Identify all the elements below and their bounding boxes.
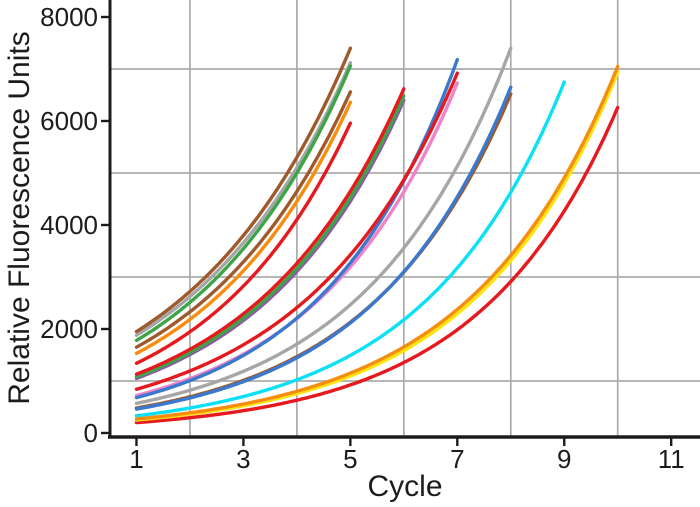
curve-gray-1 [134, 61, 353, 337]
y-tick-label: 2000 [40, 314, 98, 344]
curve-green-2 [134, 94, 406, 379]
curve-brown-2 [134, 90, 353, 349]
curve-orange-2 [134, 64, 620, 421]
curve-cyan-1 [134, 80, 566, 418]
curve-red-3 [134, 71, 459, 391]
x-tick-label: 7 [450, 444, 464, 474]
x-tick-label: 1 [129, 444, 143, 474]
curve-red-4 [134, 105, 620, 425]
curve-gray-2 [134, 46, 513, 405]
x-tick-label: 5 [343, 444, 357, 474]
curve-red-1 [134, 121, 353, 365]
x-tick-label: 11 [658, 444, 685, 474]
curve-green-1 [134, 64, 353, 343]
x-tick-label: 9 [557, 444, 571, 474]
x-axis-title: Cycle [367, 470, 443, 503]
x-tick-label: 3 [236, 444, 250, 474]
curve-orange-1 [134, 100, 353, 356]
y-tick-label: 0 [84, 418, 98, 448]
curve-red-2 [134, 87, 406, 376]
y-tick-label: 4000 [40, 210, 98, 240]
y-axis-title: Relative Fluorescence Units [3, 31, 36, 405]
curve-blue-2 [134, 85, 513, 411]
curve-brown-1 [134, 46, 353, 334]
y-tick-label: 8000 [40, 2, 98, 32]
y-tick-label: 6000 [40, 106, 98, 136]
curve-brown-3 [134, 92, 513, 410]
